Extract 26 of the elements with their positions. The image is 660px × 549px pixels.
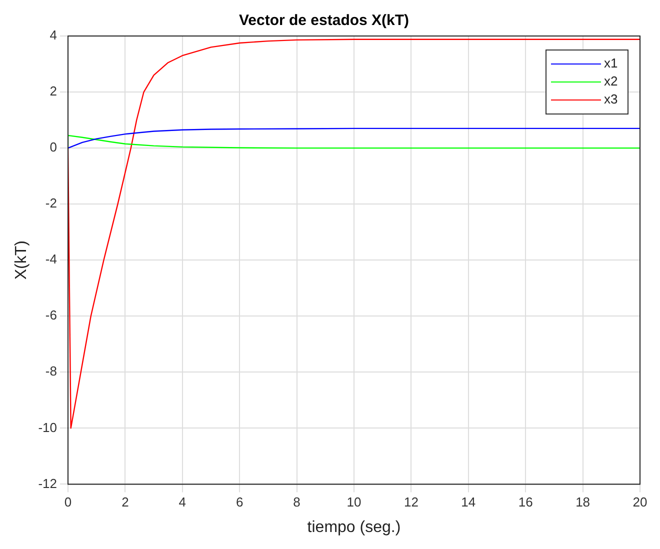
y-tick-label: -8 — [45, 364, 57, 379]
x-tick-label: 0 — [64, 494, 72, 510]
x-axis-title: tiempo (seg.) — [307, 518, 401, 536]
x-tick-label: 20 — [632, 494, 648, 510]
x-tick-label: 2 — [122, 494, 129, 510]
y-tick-label: 4 — [50, 28, 57, 43]
x-tick-label: 14 — [461, 494, 476, 510]
x-tick-label: 12 — [404, 494, 418, 510]
y-tick-label: -12 — [38, 476, 57, 491]
legend-label: x2 — [604, 74, 618, 89]
y-tick-label: -10 — [38, 420, 57, 435]
x-tick-label: 10 — [346, 494, 362, 510]
x-tick-label: 6 — [236, 494, 244, 510]
y-tick-label: -4 — [45, 252, 57, 267]
y-tick-label: 2 — [50, 84, 57, 99]
y-tick-label: -6 — [45, 308, 57, 323]
x-tick-label: 8 — [293, 494, 300, 510]
y-tick-label: -2 — [45, 196, 57, 211]
legend-label: x3 — [604, 92, 618, 107]
x-tick-label: 16 — [518, 494, 533, 510]
x-tick-label: 4 — [178, 494, 186, 510]
y-tick-label: 0 — [50, 140, 57, 155]
chart-title: Vector de estados X(kT) — [238, 12, 410, 30]
legend-label: x1 — [604, 56, 618, 71]
y-axis-title: X(kT) — [13, 240, 30, 280]
x-tick-label: 18 — [576, 494, 590, 510]
